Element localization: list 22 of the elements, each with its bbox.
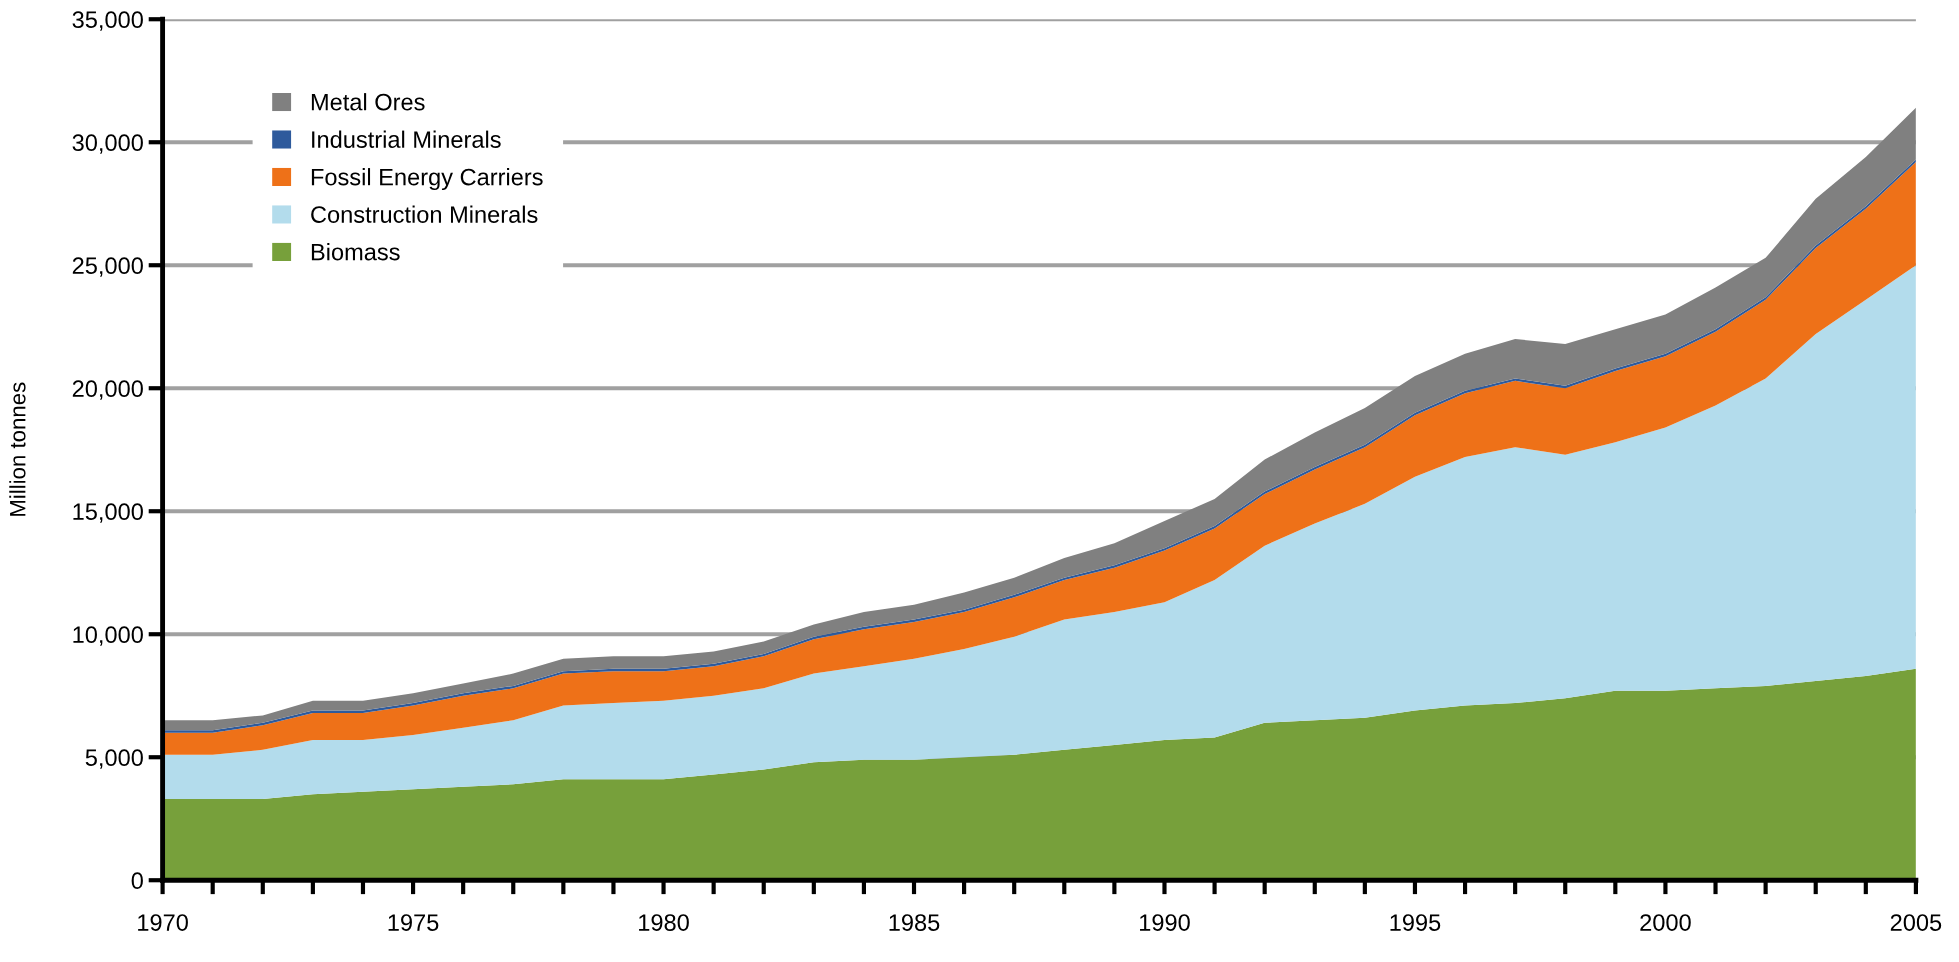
x-tick-label: 1985 [889,914,940,931]
y-axis-title: Million tonnes [9,382,26,516]
y-tick-label: 5,000 [85,749,143,769]
legend-label: Biomass [311,243,400,261]
y-tick-label: 30,000 [72,134,143,154]
x-tick-label: 1995 [1390,914,1441,931]
x-tick-label: 1990 [1140,914,1190,931]
legend-label: Construction Minerals [311,205,538,223]
y-tick-label: 15,000 [73,503,143,523]
x-tick-label: 1980 [639,914,689,931]
legend-label: Metal Ores [311,93,425,111]
y-tick-label: 35,000 [72,11,143,31]
y-tick-label: 0 [131,872,143,890]
x-tick-label: 2000 [1640,914,1691,931]
legend-label: Fossil Energy Carriers [311,168,543,191]
y-tick-label: 20,000 [72,380,143,400]
y-tick-label: 10,000 [73,626,143,646]
x-tick-label: 2005 [1890,914,1942,931]
x-tick-label: 1975 [388,914,439,931]
x-tick-label: 1970 [138,914,188,931]
legend-label: Industrial Minerals [312,130,501,148]
y-tick-label: 25,000 [72,257,143,277]
